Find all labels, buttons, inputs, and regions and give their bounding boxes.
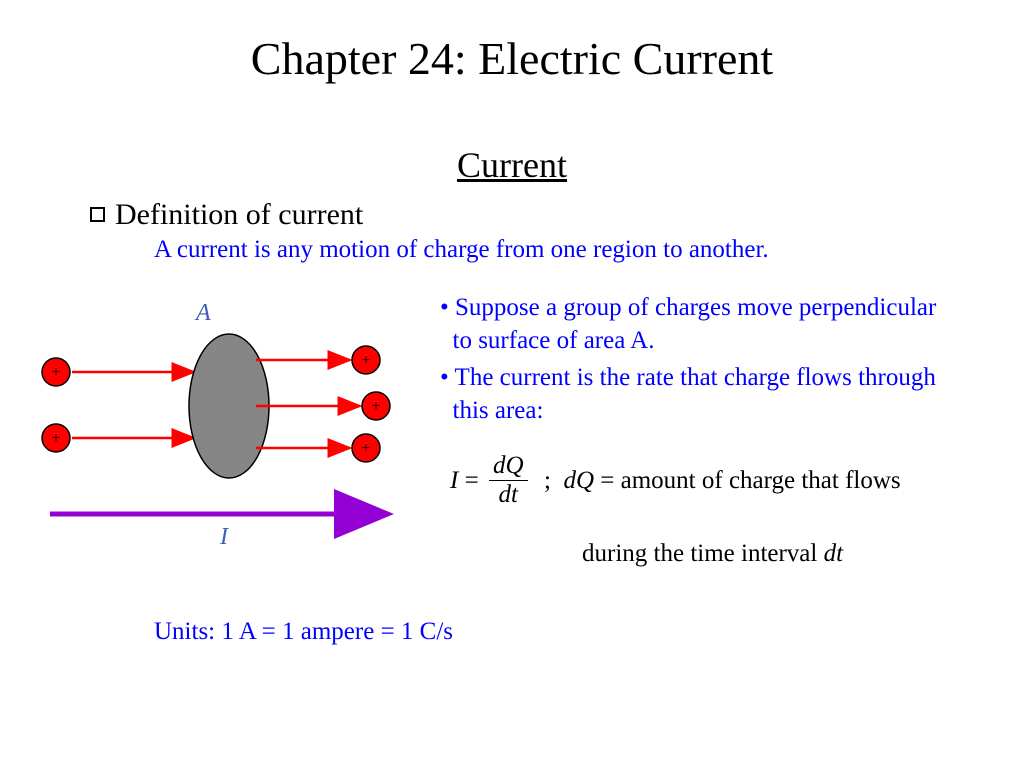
formula-line2: during the time interval dt [582, 540, 843, 568]
svg-text:+: + [361, 352, 370, 369]
formula-line2-dt: dt [824, 540, 843, 567]
point2-line1: • The current is the rate that charge fl… [440, 364, 936, 391]
current-diagram: + + + + + A I [24, 298, 424, 548]
formula-dq: dQ [563, 467, 594, 495]
definition-text: A current is any motion of charge from o… [154, 236, 769, 264]
point-perpendicular: • Suppose a group of charges move perpen… [440, 292, 1000, 357]
svg-text:+: + [51, 364, 60, 381]
bullet-definition-heading: Definition of current [90, 198, 363, 232]
units-text: Units: 1 A = 1 ampere = 1 C/s [154, 618, 453, 646]
formula-current: I = dQ dt ; dQ = amount of charge that f… [450, 452, 901, 509]
formula-separator: ; [544, 467, 551, 495]
point1-line2: to surface of area A. [453, 327, 655, 354]
page-title: Chapter 24: Electric Current [0, 32, 1024, 85]
bullet-text: Definition of current [115, 198, 363, 231]
svg-text:+: + [51, 430, 60, 447]
point2-line2: this area: [453, 397, 544, 424]
formula-equals: = [465, 467, 479, 495]
point1-line1: • Suppose a group of charges move perpen… [440, 294, 936, 321]
svg-text:A: A [194, 300, 211, 326]
formula-lhs: I [450, 467, 458, 495]
formula-numerator: dQ [489, 452, 528, 481]
formula-denominator: dt [494, 481, 521, 509]
square-bullet-icon [90, 207, 105, 222]
svg-text:I: I [219, 524, 229, 548]
formula-line2-text: during the time interval [582, 540, 824, 567]
formula-description: amount of charge that flows [621, 467, 901, 495]
formula-fraction: dQ dt [489, 452, 528, 509]
svg-text:+: + [371, 398, 380, 415]
svg-text:+: + [361, 440, 370, 457]
section-subtitle: Current [0, 144, 1024, 186]
point-rate: • The current is the rate that charge fl… [440, 362, 1000, 427]
formula-equals2: = [600, 467, 614, 495]
